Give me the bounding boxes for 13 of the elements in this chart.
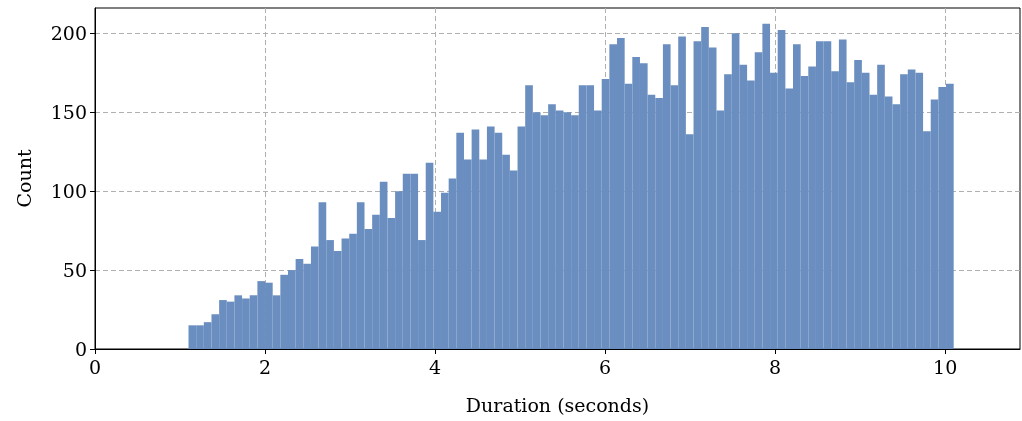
- x-tick-label: 0: [88, 355, 102, 378]
- x-tick-label: 8: [769, 355, 782, 378]
- x-tick-label: 10: [933, 355, 958, 378]
- y-axis-title: Count: [12, 149, 35, 208]
- y-tick-label: 150: [50, 101, 87, 124]
- y-tick-label: 100: [50, 180, 87, 203]
- x-tick-label: 2: [258, 355, 272, 378]
- x-tick-label: 4: [429, 355, 442, 378]
- y-tick-label: 200: [50, 22, 87, 45]
- x-tick-label: 6: [599, 355, 612, 378]
- x-axis-title: Duration (seconds): [465, 393, 650, 416]
- y-tick-label: 50: [62, 259, 87, 282]
- y-tick-label: 0: [74, 338, 87, 360]
